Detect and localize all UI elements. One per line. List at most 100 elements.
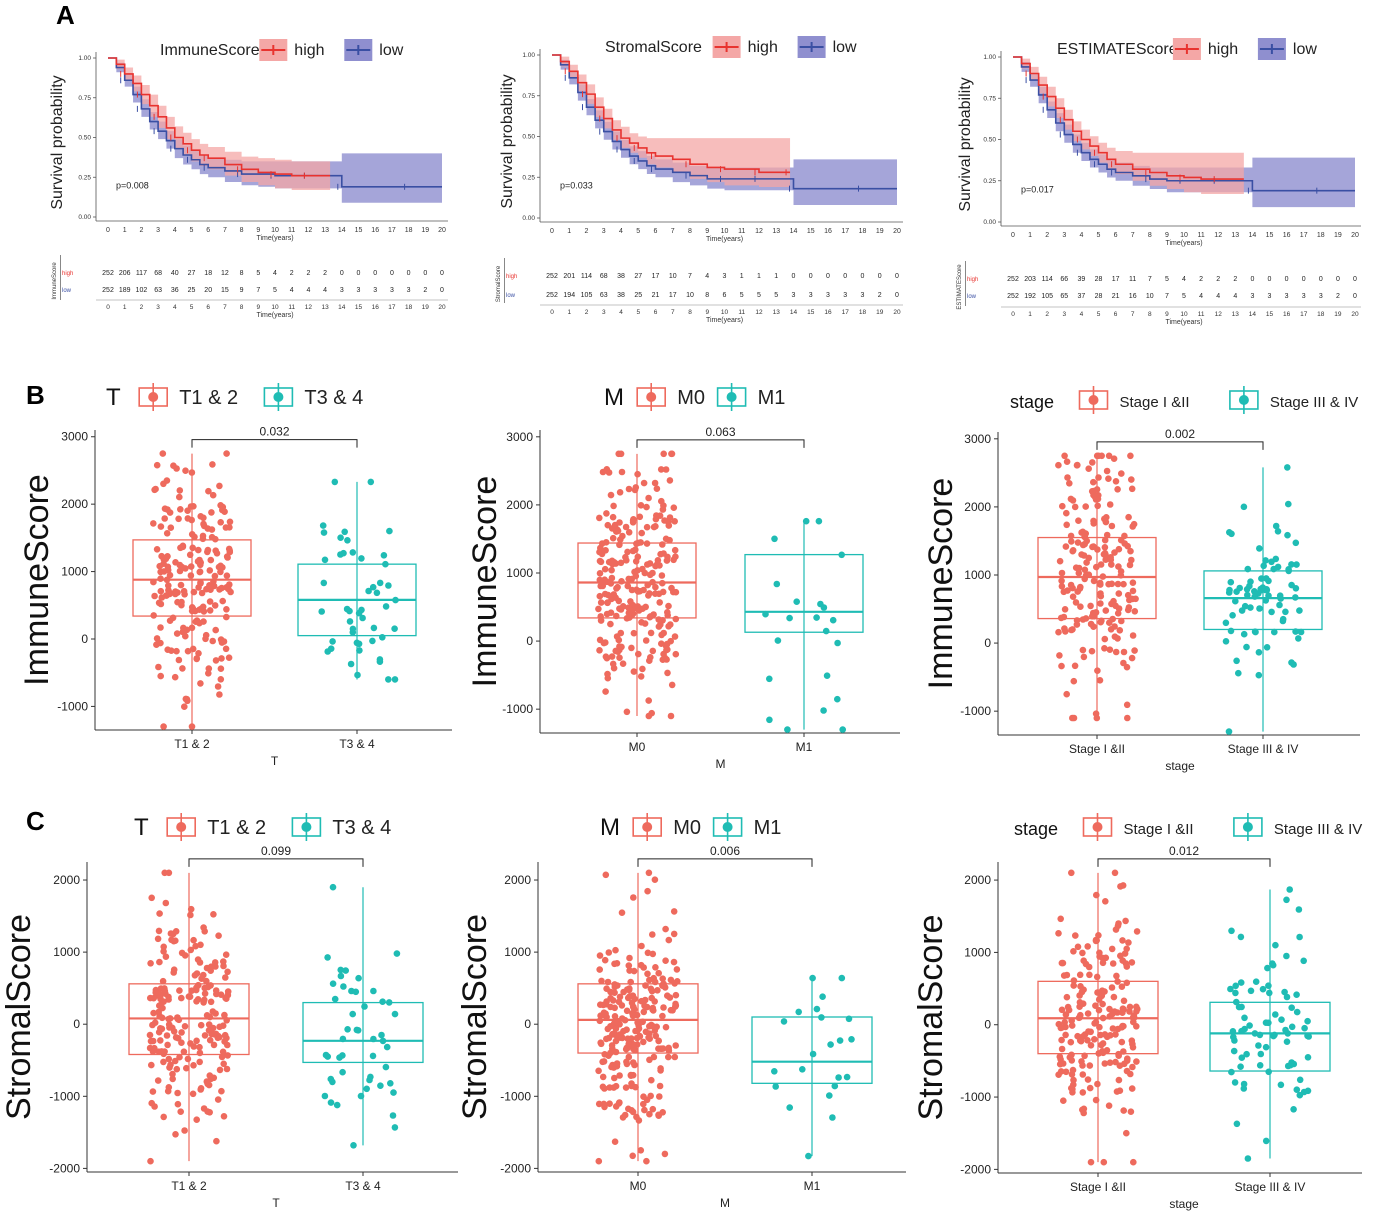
box-data-point <box>1270 565 1277 573</box>
box-data-point <box>673 966 681 973</box>
box-data-point <box>150 1009 157 1017</box>
km-x-tick-label: 18 <box>859 228 867 235</box>
box-data-point <box>1080 986 1087 993</box>
box-data-point <box>178 1029 185 1036</box>
box-data-point <box>1121 532 1128 540</box>
box-data-point <box>211 602 219 609</box>
box-data-point <box>1090 623 1097 630</box>
box-data-point <box>219 1048 227 1056</box>
box-data-point <box>1097 561 1105 568</box>
box-data-point <box>206 598 214 605</box>
risk-table-x-tick: 12 <box>1215 311 1223 318</box>
box-data-point <box>208 533 216 541</box>
box-data-point <box>157 523 165 530</box>
risk-table-x-tick: 17 <box>842 309 850 316</box>
box-data-point <box>827 1041 834 1048</box>
box-data-point <box>651 876 659 883</box>
box-data-point <box>147 1037 155 1045</box>
box-data-point <box>179 665 186 672</box>
box-data-point <box>153 635 161 642</box>
box-data-point <box>640 1100 647 1108</box>
risk-table-x-tick: 1 <box>567 309 571 316</box>
box-data-point <box>660 980 667 988</box>
box-data-point <box>1084 943 1091 950</box>
box-y-label: StromalScore <box>456 914 494 1120</box>
risk-table-cell: 3 <box>1250 293 1254 300</box>
km-x-tick-label: 5 <box>190 227 194 234</box>
box-data-point <box>598 977 605 985</box>
box-data-point <box>164 646 171 653</box>
box-data-point <box>195 650 202 657</box>
box-data-point <box>1071 662 1079 670</box>
box-data-point <box>393 950 401 957</box>
box-data-point <box>329 980 337 987</box>
box-data-point <box>1079 949 1086 957</box>
box-data-point <box>196 568 204 575</box>
box-data-point <box>649 647 657 655</box>
box-data-point <box>647 629 655 637</box>
risk-table-cell: 2 <box>306 270 310 277</box>
box-data-point <box>1130 1158 1137 1166</box>
risk-table-x-tick: 19 <box>876 309 884 316</box>
risk-table-cell: 102 <box>136 287 148 294</box>
box-data-point <box>322 1051 330 1059</box>
box-data-point <box>1268 558 1275 566</box>
box-data-point <box>1112 602 1119 610</box>
risk-table-cell: 252 <box>546 273 558 280</box>
box-data-point <box>1257 1050 1265 1058</box>
box-data-point <box>608 574 616 582</box>
box-data-point <box>1292 539 1300 547</box>
risk-table-x-tick: 18 <box>405 304 413 311</box>
box-data-point <box>1098 617 1105 625</box>
risk-table-x-tick: 6 <box>1114 311 1118 318</box>
box-data-point <box>1120 580 1127 588</box>
box-data-point <box>1287 1061 1294 1069</box>
box-data-point <box>1251 593 1259 600</box>
box-data-point <box>771 1068 778 1075</box>
km-x-tick-label: 19 <box>421 227 429 234</box>
km-y-label: Survival probability <box>957 77 974 211</box>
risk-table-cell: 25 <box>188 287 196 294</box>
box-x-label: T <box>272 1196 280 1210</box>
box-data-point <box>624 1044 631 1052</box>
box-data-point <box>609 534 617 542</box>
box-data-point <box>1292 628 1299 635</box>
risk-table-cell: 5 <box>1182 293 1186 300</box>
box-data-point <box>659 588 667 596</box>
km-y-label: Survival probability <box>499 74 516 208</box>
box-data-point <box>1238 1054 1246 1061</box>
box-data-point <box>1075 1014 1083 1022</box>
box-data-point <box>1106 501 1114 508</box>
box-data-point <box>1255 1042 1262 1049</box>
box-data-point <box>223 450 230 457</box>
box-data-point <box>1244 591 1251 599</box>
box-data-point <box>221 1031 229 1039</box>
box-data-point <box>158 1014 166 1022</box>
risk-table-cell: 39 <box>1078 276 1086 283</box>
risk-table-x-tick: 3 <box>1062 311 1066 318</box>
km-y-tick-label: 0.50 <box>78 135 91 142</box>
box-data-point <box>647 985 655 993</box>
box-data-point <box>658 640 665 647</box>
box-data-point <box>672 588 680 596</box>
box-data-point <box>602 539 610 546</box>
risk-table-cell: 36 <box>171 287 179 294</box>
box-data-point <box>1092 1002 1099 1009</box>
box-data-point <box>1131 647 1138 654</box>
box-plot-stromalscore-stage: -2000 -1000 0 1000 2000 StromalScore Stage I &… <box>912 813 1362 1211</box>
box-data-point <box>161 985 168 992</box>
box-data-point <box>369 1052 377 1060</box>
risk-table-cell: 63 <box>600 292 608 299</box>
box-data-point <box>1121 540 1128 547</box>
box-data-point <box>386 527 393 535</box>
box-data-point <box>148 894 155 902</box>
box-data-point <box>1119 957 1126 964</box>
box-data-point <box>601 590 609 598</box>
box-data-point <box>1112 1058 1119 1066</box>
km-x-tick-label: 18 <box>405 227 413 234</box>
box-data-point <box>176 567 184 575</box>
km-legend-title: StromalScore <box>605 39 702 56</box>
box-data-point <box>660 1004 667 1011</box>
box-data-point <box>344 537 351 544</box>
box-data-point <box>1103 531 1111 539</box>
